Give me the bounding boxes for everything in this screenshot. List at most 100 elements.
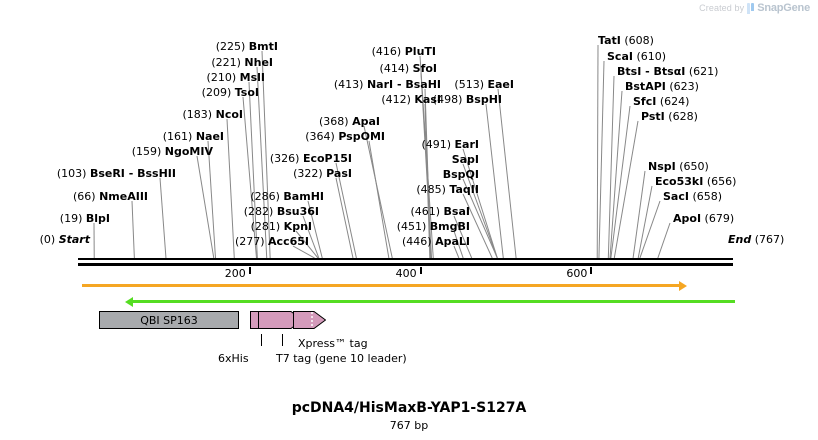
enzyme-position: (322) — [293, 167, 323, 180]
ruler-label: 200 — [224, 267, 246, 280]
orange-arrow-head-icon — [679, 280, 687, 291]
enzyme-leader-line — [307, 200, 323, 259]
snapgene-watermark: Created by SnapGene — [699, 2, 810, 14]
enzyme-label: (209) TsoI — [0, 87, 259, 98]
feature-qbi-sp163[interactable]: QBI SP163 — [99, 311, 239, 329]
enzyme-label: (451) BmgBI — [0, 221, 470, 232]
enzyme-leader-line — [453, 215, 473, 259]
enzyme-label: (159) NgoMIV — [0, 146, 213, 157]
enzyme-name: NaeI — [195, 130, 224, 143]
enzyme-position: (368) — [319, 115, 349, 128]
enzyme-label: SacI (658) — [663, 191, 722, 202]
enzyme-position: (485) — [416, 183, 446, 196]
ruler-label: 400 — [395, 267, 417, 280]
enzyme-position: (623) — [669, 80, 699, 93]
ruler-tick — [419, 267, 422, 274]
enzyme-name: KasI — [414, 93, 441, 106]
enzyme-label: (19) BlpI — [0, 213, 110, 224]
enzyme-leader-line — [657, 222, 671, 259]
enzyme-leader-line — [613, 120, 639, 259]
enzyme-leader-line — [226, 118, 235, 259]
feature-xpress-tag[interactable] — [293, 311, 326, 329]
enzyme-position: (183) — [182, 108, 213, 121]
green-arrow-head-icon — [125, 296, 133, 307]
enzyme-name: EaeI — [487, 78, 515, 91]
enzyme-position: (281) — [250, 220, 281, 233]
enzyme-label: (183) NcoI — [0, 109, 243, 120]
enzyme-leader-line — [598, 60, 605, 259]
enzyme-leader-line — [302, 215, 320, 259]
enzyme-leader-line — [248, 81, 258, 259]
enzyme-name: NmeAIII — [99, 190, 148, 203]
enzyme-position: (513) — [454, 78, 484, 91]
enzyme-leader-line — [632, 170, 646, 259]
enzyme-name: NspI — [648, 160, 676, 173]
enzyme-leader-line — [261, 50, 271, 259]
enzyme-name: BlpI — [85, 212, 110, 225]
enzyme-label: (322) PasI — [0, 168, 352, 179]
enzyme-name: TatI — [598, 34, 621, 47]
enzyme-position: (610) — [636, 50, 667, 63]
enzyme-label: (281) KpnI — [0, 221, 312, 232]
enzyme-name: BsaI — [443, 205, 470, 218]
enzyme-position: (679) — [704, 212, 735, 225]
start-name: Start — [58, 233, 90, 246]
watermark-prefix: Created by — [699, 3, 745, 13]
enzyme-position: (461) — [410, 205, 441, 218]
enzyme-label: ScaI (610) — [607, 51, 666, 62]
enzyme-leader-line — [607, 75, 615, 259]
enzyme-name: PluTI — [404, 45, 436, 58]
enzyme-position: (650) — [679, 160, 709, 173]
enzyme-label: (412) KasI — [0, 94, 441, 105]
enzyme-position: (326) — [269, 152, 300, 165]
enzyme-leader-line — [462, 163, 498, 259]
enzyme-label: (326) EcoP15I — [0, 153, 352, 164]
enzyme-name: SacI — [663, 190, 689, 203]
enzyme-name: TsoI — [234, 86, 259, 99]
enzyme-leader-line — [462, 178, 498, 259]
end-position: (767) — [754, 233, 785, 246]
enzyme-leader-line — [242, 96, 257, 259]
enzyme-name: BspQI — [442, 168, 479, 181]
enzyme-leader-line — [335, 162, 357, 259]
enzyme-position: (413) — [333, 78, 364, 91]
enzyme-name: BspHI — [465, 93, 502, 106]
sequence-end-label: End (767) — [728, 234, 784, 245]
enzyme-name: BmtI — [248, 40, 278, 53]
enzyme-label: (491) EarI — [0, 139, 479, 150]
enzyme-label: SfcI (624) — [633, 96, 689, 107]
enzyme-name: BamHI — [283, 190, 324, 203]
feature-label-tick — [261, 334, 262, 346]
enzyme-leader-line — [196, 155, 215, 259]
plasmid-length: 767 bp — [389, 419, 429, 432]
enzyme-label: (277) Acc65I — [0, 236, 309, 247]
enzyme-position: (19) — [59, 212, 83, 225]
backbone-line-bottom — [78, 263, 733, 266]
enzyme-label: (446) ApaLI — [0, 236, 470, 247]
feature-label-t7-tag: T7 tag (gene 10 leader) — [276, 352, 407, 365]
enzyme-leader-line — [419, 55, 434, 259]
enzyme-leader-line — [485, 103, 504, 259]
enzyme-leader-line — [453, 230, 464, 259]
enzyme-leader-line — [335, 177, 354, 259]
enzyme-label: BspQI — [0, 169, 479, 180]
enzyme-name: NgoMIV — [164, 145, 213, 158]
enzyme-position: (282) — [243, 205, 274, 218]
ruler-tick — [590, 267, 593, 274]
enzyme-label: (161) NaeI — [0, 131, 224, 142]
enzyme-position: (225) — [215, 40, 246, 53]
enzyme-name: TaqII — [449, 183, 479, 196]
enzyme-position: (628) — [668, 110, 698, 123]
enzyme-name: Bsu36I — [276, 205, 319, 218]
enzyme-name: ApaLI — [435, 235, 470, 248]
enzyme-position: (621) — [688, 65, 719, 78]
enzyme-label: (221) NheI — [0, 57, 273, 68]
plasmid-title: pcDNA4/HisMaxB-YAP1-S127A — [291, 400, 527, 416]
enzyme-label: (368) ApaI — [0, 116, 380, 127]
enzyme-label: TatI (608) — [598, 35, 654, 46]
watermark-brand: SnapGene — [757, 2, 810, 14]
enzyme-name: BseRI - BssHII — [89, 167, 176, 180]
enzyme-label: (413) NarI - BsaHI — [0, 79, 441, 90]
enzyme-name: EarI — [454, 138, 479, 151]
